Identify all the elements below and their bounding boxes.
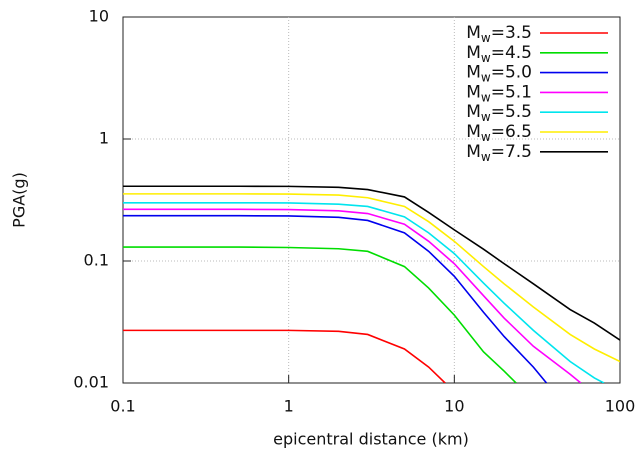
data-line [123,246,517,383]
data-line [123,329,446,383]
legend-label: Mw=7.5 [466,142,532,164]
data-line [123,214,548,383]
y-tick-label: 0.01 [73,373,109,392]
x-tick-label: 0.1 [110,397,135,416]
x-tick-label: 1 [284,397,294,416]
legend-label: Mw=3.5 [466,23,532,45]
x-axis-label: epicentral distance (km) [273,430,469,449]
y-tick-label: 0.1 [84,251,109,270]
data-line [123,193,620,363]
y-tick-label: 1 [99,129,109,148]
legend-label: Mw=6.5 [466,122,532,144]
data-line [123,201,605,383]
plot-frame [122,16,621,384]
x-tick-label: 10 [444,397,464,416]
legend-label: Mw=5.5 [466,102,532,124]
legend-label: Mw=5.1 [466,82,532,104]
data-line [123,185,620,341]
x-tick-label: 100 [605,397,636,416]
y-tick-label: 10 [89,7,109,26]
legend-label: Mw=5.0 [466,63,532,85]
data-line [123,208,582,383]
legend-label: Mw=4.5 [466,43,532,65]
y-axis-label: PGA(g) [10,172,29,228]
